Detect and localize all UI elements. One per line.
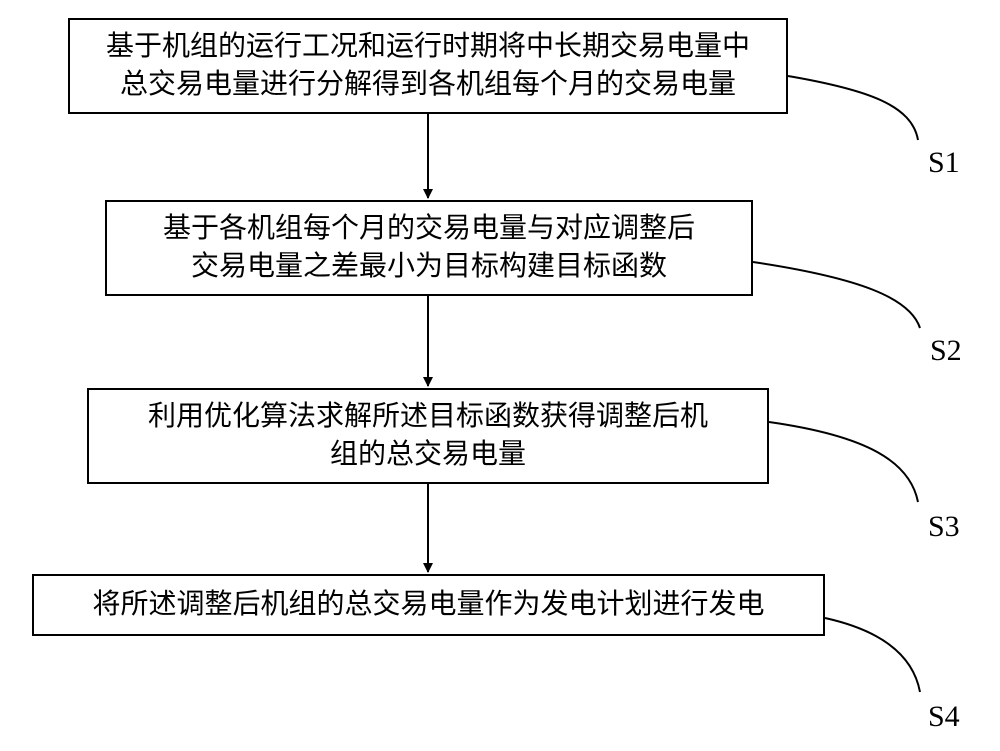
step-1-line1: 基于机组的运行工况和运行时期将中长期交易电量中: [106, 28, 750, 66]
step-1-line2: 总交易电量进行分解得到各机组每个月的交易电量: [106, 66, 750, 104]
step-2-line2: 交易电量之差最小为目标构建目标函数: [163, 248, 695, 286]
step-box-4: 将所述调整后机组的总交易电量作为发电计划进行发电: [32, 574, 825, 636]
step-4-line1: 将所述调整后机组的总交易电量作为发电计划进行发电: [92, 586, 764, 624]
step-box-2: 基于各机组每个月的交易电量与对应调整后 交易电量之差最小为目标构建目标函数: [105, 200, 753, 296]
flowchart-canvas: 基于机组的运行工况和运行时期将中长期交易电量中 总交易电量进行分解得到各机组每个…: [0, 0, 1000, 751]
step-box-3: 利用优化算法求解所述目标函数获得调整后机 组的总交易电量: [87, 388, 769, 484]
step-label-s1: S1: [928, 146, 960, 180]
callout-curve-s4: [825, 618, 920, 692]
step-label-s2: S2: [930, 334, 962, 368]
callout-curve-s2: [753, 262, 920, 328]
step-3-line1: 利用优化算法求解所述目标函数获得调整后机: [148, 398, 708, 436]
step-label-s3: S3: [928, 510, 960, 544]
step-box-1: 基于机组的运行工况和运行时期将中长期交易电量中 总交易电量进行分解得到各机组每个…: [68, 18, 788, 114]
step-3-line2: 组的总交易电量: [148, 436, 708, 474]
callout-curve-s1: [788, 76, 918, 140]
step-label-s4: S4: [928, 700, 960, 734]
step-2-line1: 基于各机组每个月的交易电量与对应调整后: [163, 210, 695, 248]
callout-curve-s3: [769, 422, 918, 502]
